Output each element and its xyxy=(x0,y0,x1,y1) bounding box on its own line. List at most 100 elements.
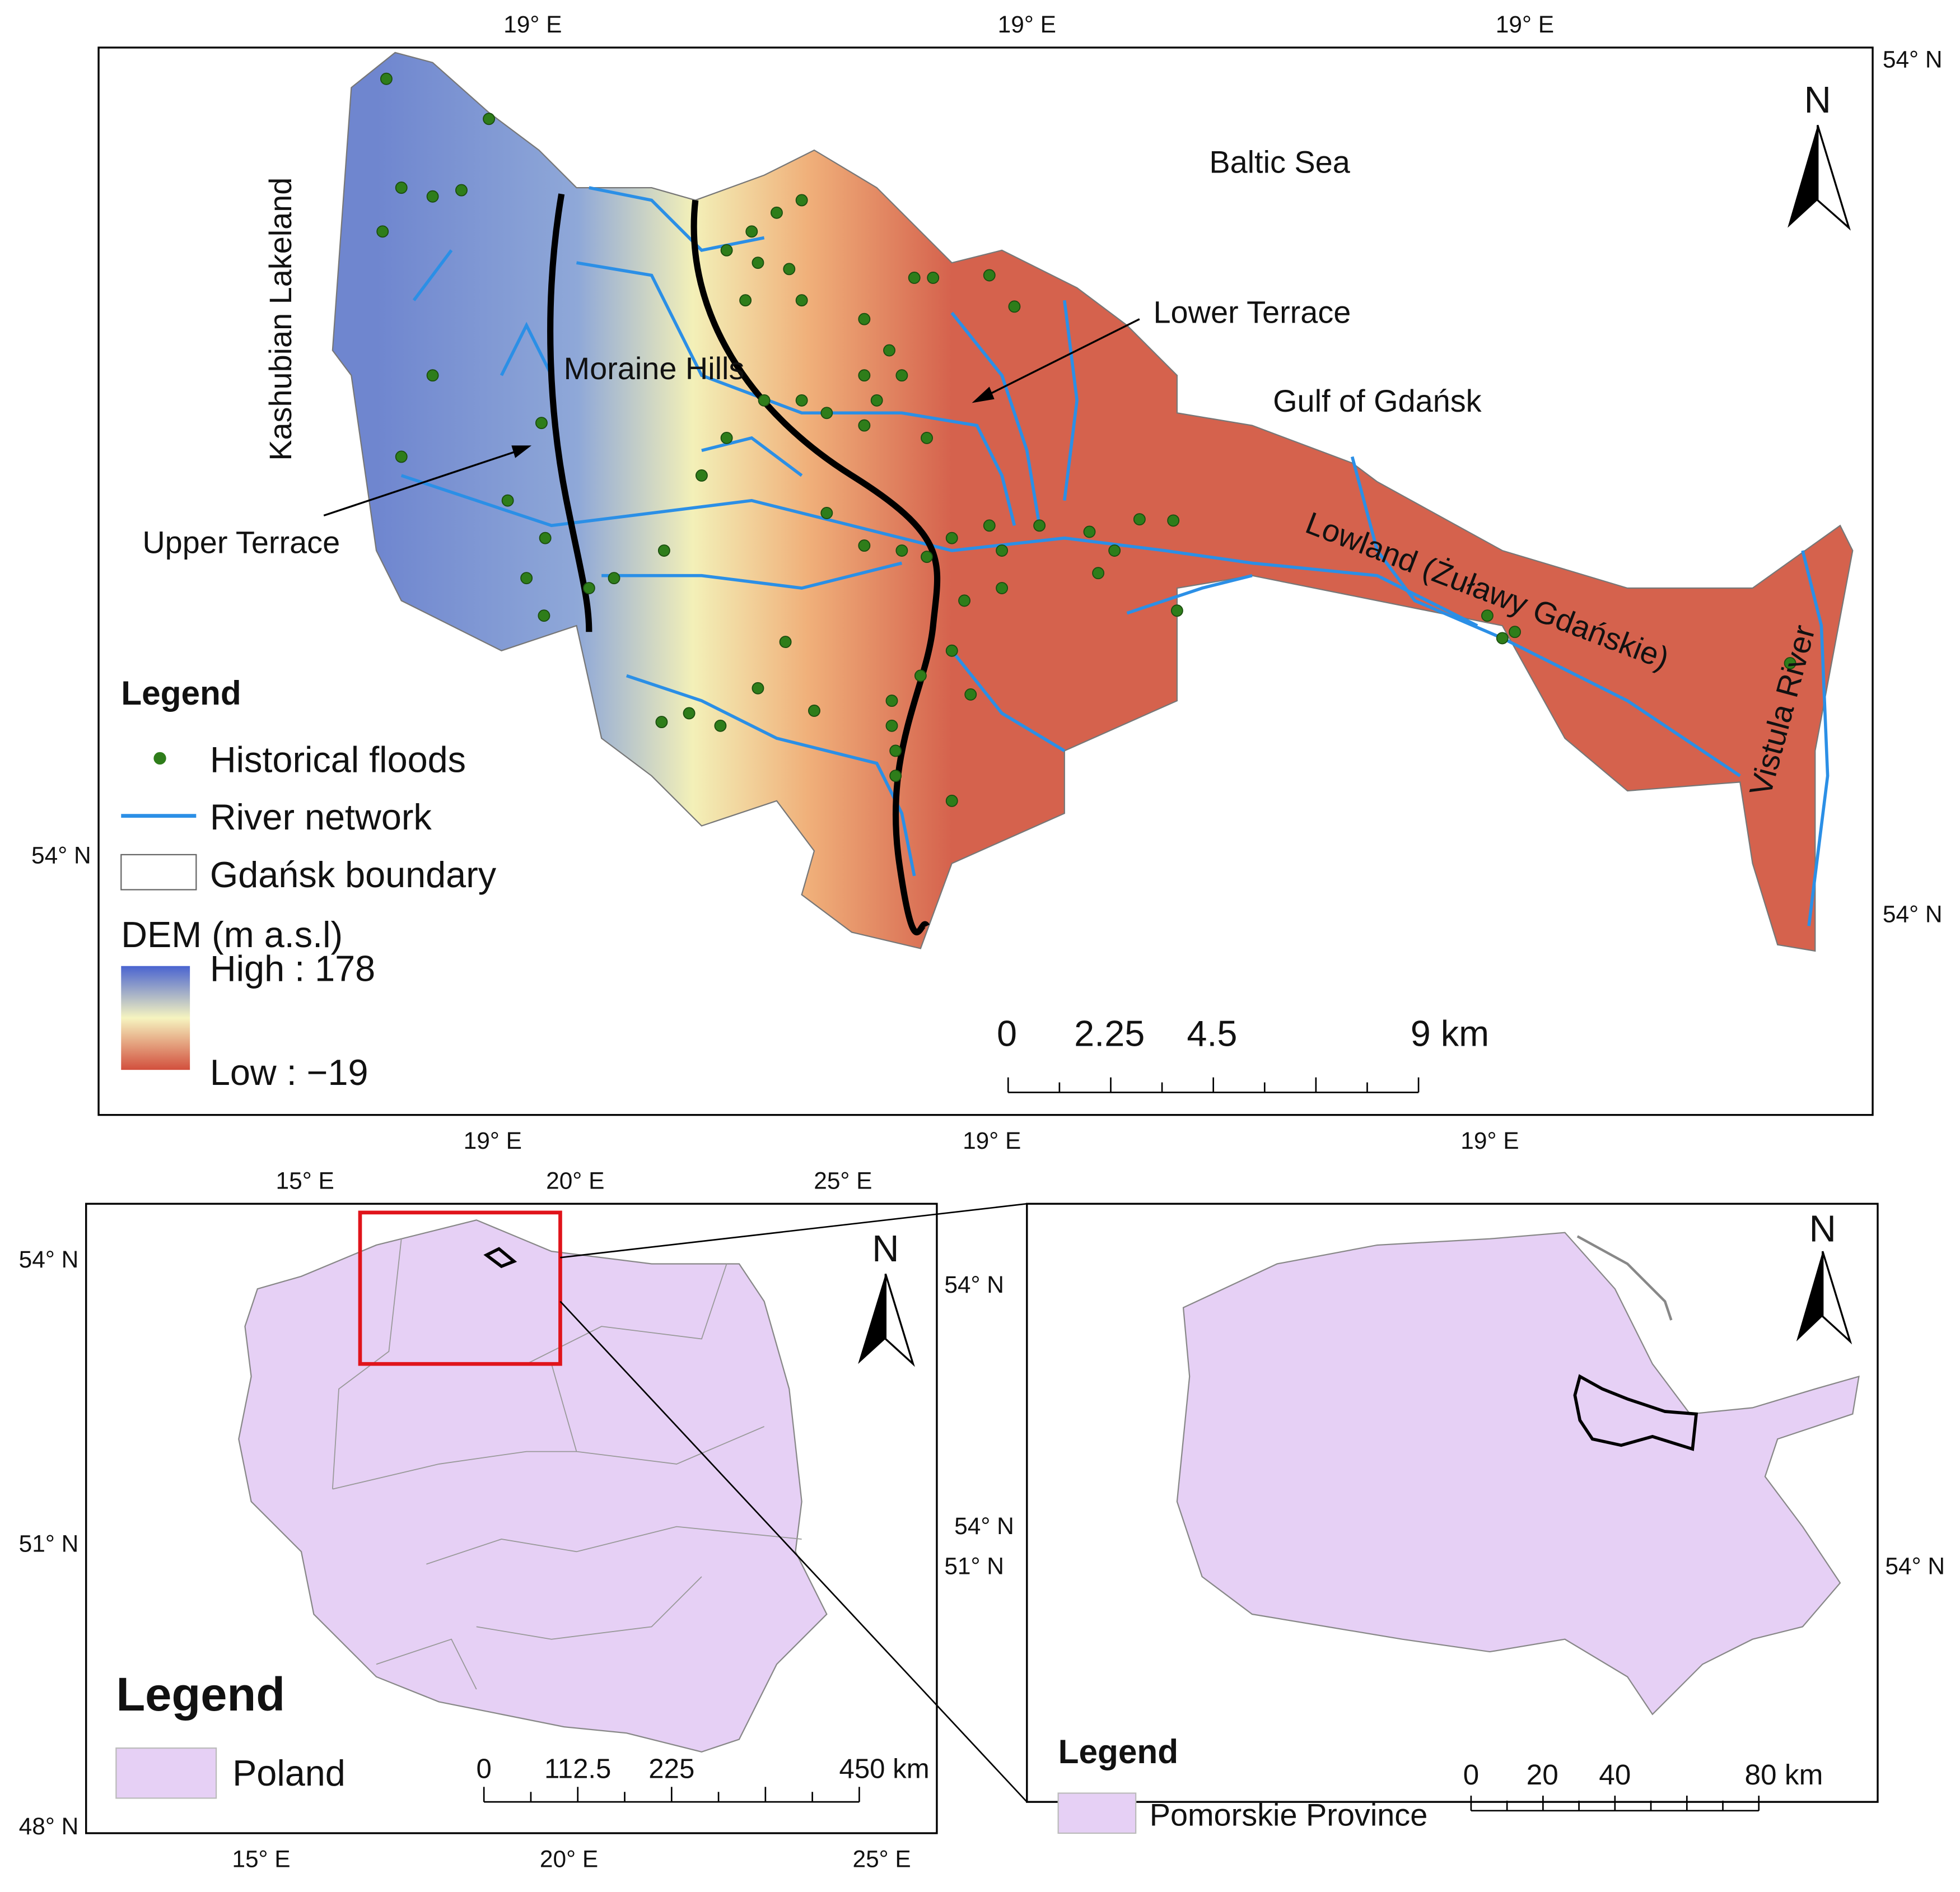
pomorskie-shape xyxy=(1176,1232,1860,1716)
scale-label: 0 xyxy=(1463,1758,1480,1791)
top-tick: 19° E xyxy=(998,11,1056,38)
flood-point xyxy=(858,419,871,432)
flood-point xyxy=(426,369,439,382)
scale-label: 80 km xyxy=(1744,1758,1823,1791)
flood-point xyxy=(720,244,733,257)
north-arrow xyxy=(884,1273,915,1367)
scale-label: 9 km xyxy=(1411,1013,1489,1054)
flood-point xyxy=(695,469,708,482)
flood-point xyxy=(996,582,1009,594)
top-tick: 19° E xyxy=(1496,11,1554,38)
flood-point xyxy=(889,770,902,782)
flood-point xyxy=(483,113,496,125)
hel-peninsula xyxy=(1576,1235,1673,1321)
flood-point xyxy=(958,594,971,607)
flood-point xyxy=(795,194,808,207)
scale-label: 4.5 xyxy=(1187,1013,1237,1054)
flood-point xyxy=(683,707,696,720)
voivodeship-borders xyxy=(332,1238,802,1690)
flood-point xyxy=(895,369,908,382)
flood-point xyxy=(783,263,796,276)
flood-point xyxy=(455,184,468,197)
flood-point xyxy=(1167,514,1180,527)
scale-label: 112.5 xyxy=(544,1754,611,1784)
dem-high: High : 178 xyxy=(210,948,375,989)
flood-point xyxy=(1008,300,1021,313)
legend-flood-symbol xyxy=(153,752,166,765)
map-label: Baltic Sea xyxy=(1209,144,1350,179)
flood-point xyxy=(927,272,940,284)
flood-point xyxy=(895,544,908,557)
pomorskie-frame xyxy=(1026,1203,1879,1803)
left-tick: 48° N xyxy=(19,1813,79,1839)
legend-item: River network xyxy=(210,796,432,837)
flood-point xyxy=(538,609,550,622)
flood-point xyxy=(1784,657,1796,670)
flood-point xyxy=(779,636,792,649)
north-arrow xyxy=(1822,1251,1852,1345)
flood-point xyxy=(1496,632,1509,645)
flood-point xyxy=(795,294,808,307)
flood-point xyxy=(745,225,758,238)
map-label: Kashubian Lakeland xyxy=(263,178,298,461)
dem-low: Low : −19 xyxy=(210,1052,368,1093)
historical-floods xyxy=(376,72,1796,807)
legend-item: Gdańsk boundary xyxy=(210,854,497,895)
flood-point xyxy=(758,394,771,407)
flood-point xyxy=(983,519,996,532)
scale-label: 40 xyxy=(1599,1758,1631,1791)
flood-point xyxy=(1133,513,1146,526)
top-tick: 19° E xyxy=(503,11,562,38)
bottom-tick: 19° E xyxy=(1460,1127,1519,1154)
north-arrow xyxy=(1796,1251,1823,1341)
flood-point xyxy=(376,225,389,238)
map-label: Gulf of Gdańsk xyxy=(1273,383,1482,418)
scale-label: 0 xyxy=(476,1754,491,1784)
scale-bar xyxy=(483,1787,860,1803)
lower-terrace-boundary xyxy=(690,199,941,935)
scale-label: 0 xyxy=(997,1013,1017,1054)
flood-point xyxy=(426,190,439,203)
river-network xyxy=(400,186,1830,926)
map-label: Moraine Hills xyxy=(564,351,745,386)
flood-point xyxy=(885,695,898,707)
right-tick: 54° N xyxy=(1885,1553,1945,1579)
flood-point xyxy=(714,719,727,732)
flood-point xyxy=(820,507,833,519)
flood-point xyxy=(720,431,733,444)
flood-point xyxy=(870,394,883,407)
flood-point xyxy=(858,369,871,382)
top-tick: 15° E xyxy=(276,1167,334,1194)
gdansk-location xyxy=(483,1247,517,1269)
flood-point xyxy=(889,744,902,757)
left-tick: 54° N xyxy=(31,842,91,869)
extent-box xyxy=(358,1210,562,1366)
bottom-tick: 15° E xyxy=(232,1846,290,1872)
arrow-head xyxy=(511,445,532,458)
flood-point xyxy=(883,344,895,357)
flood-point xyxy=(858,313,871,325)
arrow-head xyxy=(972,386,995,403)
gdansk-dem xyxy=(332,52,1854,952)
gdansk-outline xyxy=(1573,1374,1698,1451)
flood-point xyxy=(539,532,552,544)
legend-symbol xyxy=(1057,1792,1137,1834)
top-tick: 20° E xyxy=(546,1167,604,1194)
right-tick: 54° N xyxy=(944,1271,1004,1298)
scale-bar xyxy=(1470,1795,1760,1812)
flood-point xyxy=(535,417,548,430)
north-label: N xyxy=(872,1228,899,1270)
bottom-tick: 20° E xyxy=(540,1846,598,1872)
legend-item: Historical floods xyxy=(210,739,466,780)
bottom-tick: 19° E xyxy=(464,1127,522,1154)
legend-item: Pomorskie Province xyxy=(1150,1797,1428,1833)
legend-title: Legend xyxy=(121,674,241,712)
dem-title: DEM (m a.s.l) xyxy=(121,914,343,955)
flood-point xyxy=(964,688,977,701)
flood-point xyxy=(908,272,921,284)
map-label: Lower Terrace xyxy=(1154,294,1351,329)
right-tick: 54° N xyxy=(954,1513,1014,1539)
flood-point xyxy=(921,431,933,444)
